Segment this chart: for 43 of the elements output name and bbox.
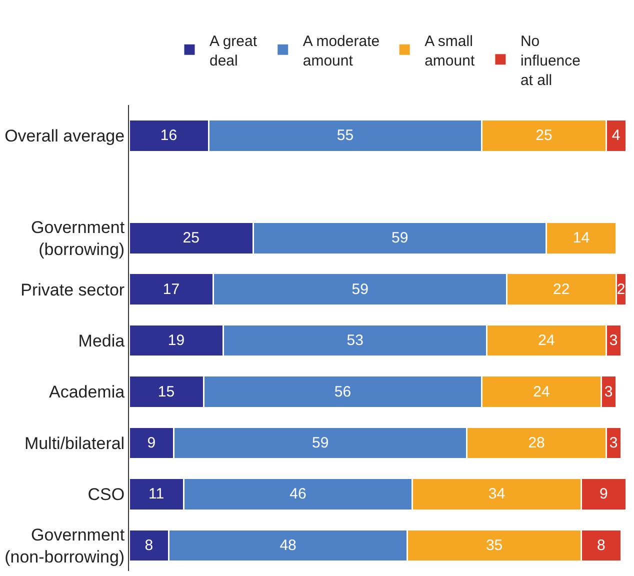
data-label: 34 (488, 486, 506, 503)
data-label: 9 (599, 486, 608, 503)
data-label: 24 (533, 383, 550, 400)
data-label: 11 (148, 486, 164, 503)
y-tick-label: Academia (48, 382, 126, 402)
y-tick-label: Media (78, 332, 126, 351)
data-label: 9 (147, 434, 156, 452)
y-tick-label: Private sector (20, 280, 125, 300)
data-label: 59 (312, 434, 329, 452)
data-label: 25 (182, 230, 200, 247)
data-label: 46 (290, 486, 306, 503)
data-label: 55 (336, 127, 354, 144)
y-tick-label: Overall average (4, 126, 125, 146)
data-label: 16 (160, 127, 178, 144)
data-label: 8 (144, 536, 154, 554)
y-tick-label: Government (borrowing) (31, 218, 125, 260)
legend-label: A great deal (210, 32, 258, 70)
data-label: 25 (536, 127, 552, 144)
legend-label: No influence at all (520, 32, 580, 89)
data-label: 3 (609, 332, 618, 350)
data-label: 22 (553, 280, 570, 298)
data-label: 2 (616, 280, 626, 298)
data-label: 3 (609, 434, 618, 452)
data-label: 24 (538, 332, 555, 350)
data-label: 56 (334, 383, 352, 400)
data-label: 14 (572, 230, 590, 247)
data-label: 4 (612, 127, 620, 144)
data-label: 8 (596, 536, 606, 554)
data-label: 17 (162, 280, 180, 298)
data-label: 15 (158, 383, 175, 400)
y-tick-label: Multi/bilateral (24, 434, 125, 453)
data-label: 59 (352, 280, 368, 298)
data-label: 53 (346, 332, 364, 350)
y-tick-label: Government (non-borrowing) (4, 525, 125, 566)
data-label: 35 (486, 536, 503, 554)
data-label: 28 (528, 434, 545, 452)
data-label: 48 (280, 536, 296, 554)
data-label: 3 (604, 383, 613, 400)
legend-label: A small amount (424, 32, 476, 70)
y-tick-label: CSO (88, 485, 125, 504)
legend-label: A moderate amount (302, 32, 380, 70)
data-label: 19 (168, 332, 185, 350)
data-label: 59 (392, 230, 408, 247)
